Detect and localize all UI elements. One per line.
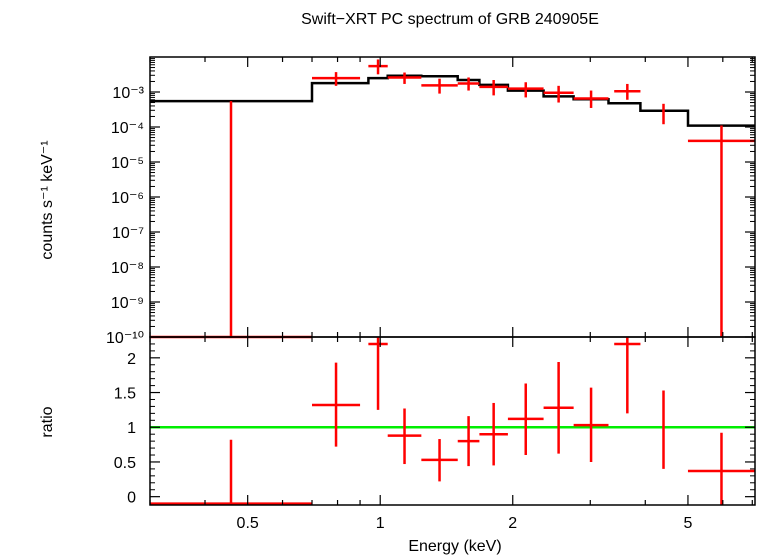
ratio-y-tick-label-3: 1.5 xyxy=(114,386,136,403)
spectrum-y-tick-label-2: 10⁻⁵ xyxy=(111,155,144,172)
spectrum-y-tick-label-7: 10⁻¹⁰ xyxy=(106,330,144,347)
ratio-axis-ticks xyxy=(149,337,755,505)
x-tick-label-3: 5 xyxy=(683,515,692,532)
chart-title: Swift−XRT PC spectrum of GRB 240905E xyxy=(301,11,599,28)
ratio-y-tick-labels: 0 0.5 1 1.5 2 xyxy=(114,351,136,507)
x-axis-label: Energy (keV) xyxy=(408,538,501,555)
spectrum-data-points xyxy=(150,59,755,339)
ratio-y-axis-label: ratio xyxy=(39,406,56,437)
ratio-panel: 0 0.5 1 1.5 2 xyxy=(114,336,756,507)
ratio-y-tick-label-2: 1 xyxy=(127,420,136,437)
ratio-y-tick-label-0: 0 xyxy=(127,490,136,507)
spectrum-y-tick-label-6: 10⁻⁹ xyxy=(111,295,144,312)
ratio-data-points xyxy=(150,337,755,505)
ratio-y-tick-label-1: 0.5 xyxy=(114,455,136,472)
x-tick-labels: 0.5 1 2 5 xyxy=(237,515,693,532)
ratio-plot-frame xyxy=(149,336,756,506)
spectrum-y-tick-labels: 10⁻³ 10⁻⁴ 10⁻⁵ 10⁻⁶ 10⁻⁷ 10⁻⁸ 10⁻⁹ 10⁻¹⁰ xyxy=(106,85,145,347)
spectrum-plot-frame xyxy=(149,56,756,338)
ratio-y-tick-label-4: 2 xyxy=(127,351,136,368)
spectrum-y-tick-label-4: 10⁻⁷ xyxy=(112,225,144,242)
x-tick-label-1: 1 xyxy=(376,515,385,532)
x-tick-label-2: 2 xyxy=(508,515,517,532)
x-tick-label-0: 0.5 xyxy=(237,515,259,532)
spectrum-y-tick-label-3: 10⁻⁶ xyxy=(111,190,144,207)
spectrum-y-axis-label: counts s⁻¹ keV⁻¹ xyxy=(39,140,56,259)
spectrum-y-tick-label-5: 10⁻⁸ xyxy=(111,260,144,277)
spectrum-y-tick-label-1: 10⁻⁴ xyxy=(111,120,144,137)
spectrum-axis-ticks xyxy=(149,57,755,338)
spectrum-y-tick-label-0: 10⁻³ xyxy=(112,85,144,102)
spectrum-panel: 10⁻³ 10⁻⁴ 10⁻⁵ 10⁻⁶ 10⁻⁷ 10⁻⁸ 10⁻⁹ 10⁻¹⁰ xyxy=(106,56,756,347)
